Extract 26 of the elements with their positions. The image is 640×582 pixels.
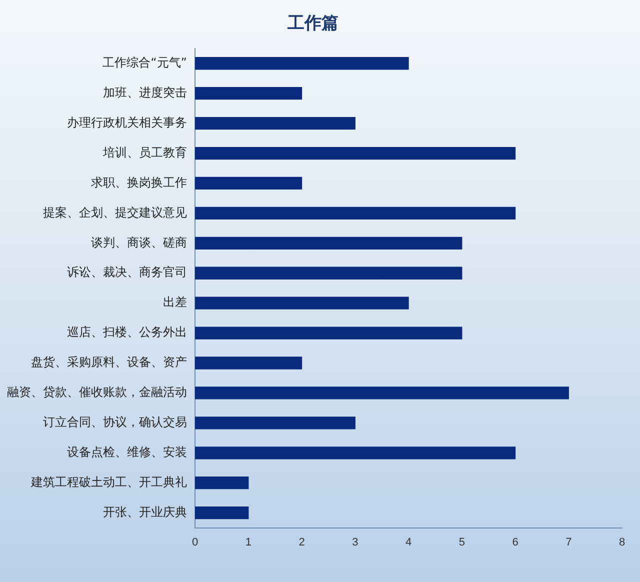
y-tick-label: 加班、进度突击	[103, 85, 187, 100]
y-tick-label: 培训、员工教育	[102, 145, 187, 160]
y-tick-label: 巡店、扫楼、公务外出	[67, 325, 187, 340]
y-tick-label: 建筑工程破土动工、开工典礼	[30, 474, 187, 489]
y-tick-label: 工作综合“元气”	[102, 56, 187, 70]
x-tick-label: 0	[192, 536, 198, 548]
y-tick-label: 谈判、商谈、磋商	[91, 235, 187, 250]
y-tick-label: 融资、贷款、催收账款，金融活动	[7, 385, 187, 400]
y-tick-label: 订立合同、协议，确认交易	[43, 415, 187, 430]
y-tick-label: 出差	[163, 295, 187, 310]
y-tick-label: 提案、企划、提交建议意见	[43, 205, 187, 220]
x-tick-label: 7	[566, 536, 572, 548]
x-tick-label: 8	[618, 536, 626, 548]
y-tick-label: 办理行政机关相关事务	[67, 115, 187, 130]
x-tick-label: 6	[512, 536, 518, 548]
y-tick-label: 盘货、采购原料、设备、资产	[31, 355, 187, 370]
x-tick-label: 5	[458, 536, 465, 548]
x-tick-label: 3	[352, 536, 358, 548]
chart-title: 工作篇	[286, 14, 338, 34]
y-tick-label: 设备点检、维修、安装	[67, 445, 187, 460]
y-tick-label: 求职、换岗换工作	[91, 175, 187, 190]
y-tick-label: 诉讼、裁决、商务官司	[67, 265, 187, 280]
y-tick-label: 开张、开业庆典	[103, 504, 187, 519]
x-tick-label: 2	[298, 536, 305, 548]
x-tick-label: 1	[245, 536, 252, 548]
x-tick-label: 4	[405, 536, 412, 548]
